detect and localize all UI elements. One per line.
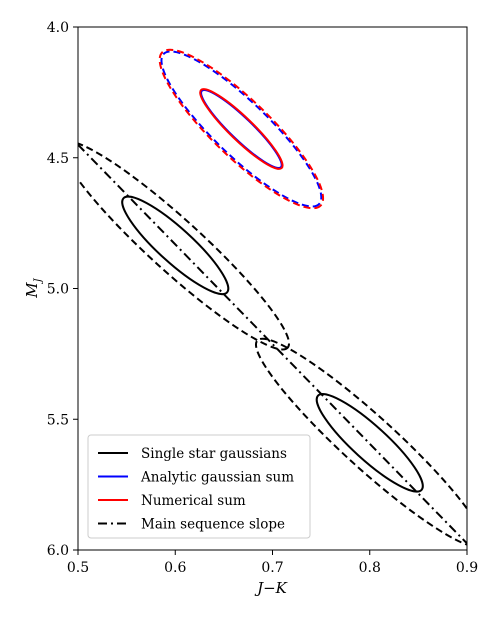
contour-ellipse-2 — [315, 393, 424, 493]
y-tick-label: 4.0 — [47, 20, 69, 36]
y-tick-label: 5.0 — [47, 282, 69, 298]
axis-ticks: 0.5 0.6 0.7 0.8 0.9 4.0 4.5 5.0 5.5 6.0 — [47, 20, 478, 576]
y-axis-title-main: M — [23, 282, 41, 299]
contour-ellipse-5 — [160, 50, 323, 208]
x-axis-title: J−K — [254, 579, 288, 597]
contour-ellipse-0 — [121, 195, 230, 296]
y-tick-label: 6.0 — [47, 543, 69, 559]
x-tick-label: 0.8 — [359, 560, 381, 576]
x-tick-label: 0.5 — [67, 560, 89, 576]
x-tick-label: 0.9 — [456, 560, 478, 576]
main-sequence-line — [78, 143, 467, 545]
y-tick-label: 4.5 — [47, 151, 69, 167]
legend: Single star gaussians Analytic gaussian s… — [87, 434, 311, 539]
contour-ellipse-3 — [254, 337, 467, 548]
contour-ellipse-7 — [158, 48, 325, 210]
legend-label-1: Analytic gaussian sum — [140, 470, 294, 486]
y-tick-label: 5.5 — [47, 412, 69, 428]
plot-marks — [78, 48, 467, 548]
x-tick-label: 0.6 — [164, 560, 186, 576]
x-tick-label: 0.7 — [261, 560, 283, 576]
legend-label-2: Numerical sum — [141, 493, 246, 509]
y-axis-title-sub: J — [33, 277, 44, 284]
legend-box — [87, 434, 311, 539]
y-axis-title: MJ — [23, 277, 44, 298]
legend-label-0: Single star gaussians — [141, 446, 287, 462]
contour-ellipse-1 — [78, 140, 291, 351]
contour-ellipse-4 — [200, 88, 283, 170]
contour-ellipse-6 — [199, 88, 284, 170]
legend-label-3: Main sequence slope — [141, 517, 285, 533]
